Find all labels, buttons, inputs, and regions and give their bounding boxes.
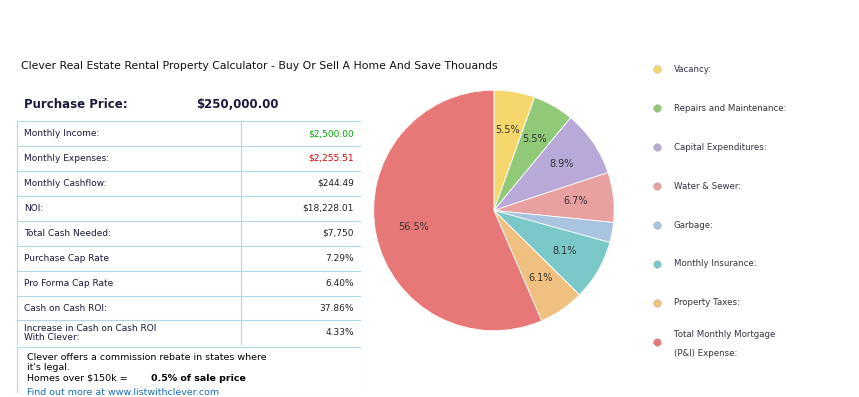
- Text: $7,750: $7,750: [322, 229, 354, 238]
- Text: 8.9%: 8.9%: [549, 159, 574, 169]
- Text: Water & Sewer:: Water & Sewer:: [673, 181, 741, 191]
- Text: 6.1%: 6.1%: [528, 273, 552, 283]
- FancyBboxPatch shape: [17, 121, 361, 345]
- Text: Monthly Cashflow:: Monthly Cashflow:: [24, 179, 107, 188]
- Wedge shape: [494, 210, 613, 243]
- Wedge shape: [494, 210, 580, 321]
- Text: Find out more at www.listwithclever.com: Find out more at www.listwithclever.com: [27, 388, 220, 397]
- Text: $244.49: $244.49: [317, 179, 354, 188]
- Text: Report Output: Report Output: [21, 16, 167, 34]
- Text: 37.86%: 37.86%: [320, 303, 354, 312]
- Text: Homes over $150k =: Homes over $150k =: [27, 374, 131, 383]
- Text: Purchase Price:: Purchase Price:: [24, 98, 128, 111]
- Text: Monthly Income:: Monthly Income:: [24, 129, 100, 138]
- Text: it's legal.: it's legal.: [27, 363, 70, 372]
- FancyBboxPatch shape: [17, 347, 361, 393]
- Text: Clever offers a commission rebate in states where: Clever offers a commission rebate in sta…: [27, 353, 267, 362]
- Text: Repairs and Maintenance:: Repairs and Maintenance:: [673, 104, 786, 113]
- Text: 56.5%: 56.5%: [399, 222, 430, 232]
- Wedge shape: [494, 97, 570, 210]
- Text: Total Monthly Mortgage: Total Monthly Mortgage: [673, 330, 775, 339]
- Text: NOI:: NOI:: [24, 204, 43, 213]
- Text: $18,228.01: $18,228.01: [302, 204, 354, 213]
- Text: Property Taxes:: Property Taxes:: [673, 299, 740, 307]
- Text: 5.5%: 5.5%: [522, 134, 547, 145]
- Text: Monthly Insurance:: Monthly Insurance:: [673, 260, 757, 268]
- Text: (P&I) Expense:: (P&I) Expense:: [673, 349, 737, 358]
- Wedge shape: [494, 173, 614, 222]
- Text: Garbage:: Garbage:: [673, 220, 714, 229]
- Text: 6.7%: 6.7%: [563, 197, 588, 206]
- Text: 0.5% of sale price: 0.5% of sale price: [151, 374, 246, 383]
- Text: 8.1%: 8.1%: [552, 247, 577, 256]
- Text: Total Cash Needed:: Total Cash Needed:: [24, 229, 111, 238]
- Text: 7.29%: 7.29%: [326, 254, 354, 263]
- Text: Vacancy:: Vacancy:: [673, 65, 712, 74]
- Text: Purchase Cap Rate: Purchase Cap Rate: [24, 254, 109, 263]
- Text: Increase in Cash on Cash ROI: Increase in Cash on Cash ROI: [24, 324, 156, 333]
- Wedge shape: [374, 90, 542, 331]
- Text: Capital Expenditures:: Capital Expenditures:: [673, 143, 766, 152]
- Text: Monthly Expenses:: Monthly Expenses:: [24, 154, 109, 163]
- Text: 5.5%: 5.5%: [496, 125, 521, 135]
- Text: 6.40%: 6.40%: [326, 279, 354, 287]
- Text: With Clever:: With Clever:: [24, 333, 80, 342]
- Wedge shape: [494, 90, 534, 210]
- Text: $2,500.00: $2,500.00: [308, 129, 354, 138]
- Text: Clever Real Estate Rental Property Calculator - Buy Or Sell A Home And Save Thou: Clever Real Estate Rental Property Calcu…: [21, 61, 498, 71]
- Wedge shape: [494, 118, 608, 210]
- Text: Cash on Cash ROI:: Cash on Cash ROI:: [24, 303, 107, 312]
- Text: Pro Forma Cap Rate: Pro Forma Cap Rate: [24, 279, 113, 287]
- Text: $2,255.51: $2,255.51: [308, 154, 354, 163]
- Text: $250,000.00: $250,000.00: [196, 98, 278, 111]
- Text: 4.33%: 4.33%: [326, 328, 354, 337]
- Wedge shape: [494, 210, 610, 295]
